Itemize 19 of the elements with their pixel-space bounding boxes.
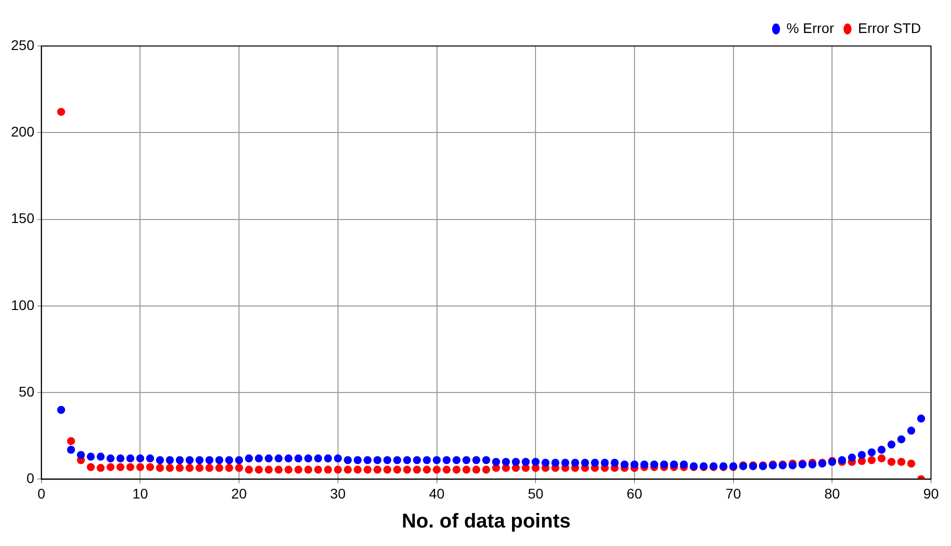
y-tick-label: 100 bbox=[11, 296, 35, 313]
x-tick-label: 90 bbox=[923, 485, 939, 502]
y-tick-label: 200 bbox=[11, 124, 35, 140]
y-tick-label: 250 bbox=[11, 36, 35, 53]
x-tick-label: 50 bbox=[528, 485, 544, 502]
x-tick-label: 10 bbox=[132, 485, 148, 502]
x-tick-label: 60 bbox=[626, 485, 642, 502]
legend-label: % Error bbox=[786, 20, 834, 36]
legend-label: Error STD bbox=[858, 20, 921, 36]
x-tick-label: 70 bbox=[726, 485, 742, 502]
x-axis-title: No. of data points bbox=[402, 510, 571, 533]
x-tick-label: 40 bbox=[428, 485, 445, 502]
x-tick-label: 30 bbox=[330, 485, 346, 502]
y-tick-label: 150 bbox=[11, 210, 35, 226]
x-tick-label: 80 bbox=[824, 485, 840, 502]
y-tick-label: 0 bbox=[26, 470, 35, 486]
x-tick-label: 0 bbox=[37, 485, 46, 502]
y-tick-label: 50 bbox=[18, 383, 35, 400]
x-tick-label: 20 bbox=[231, 485, 248, 502]
